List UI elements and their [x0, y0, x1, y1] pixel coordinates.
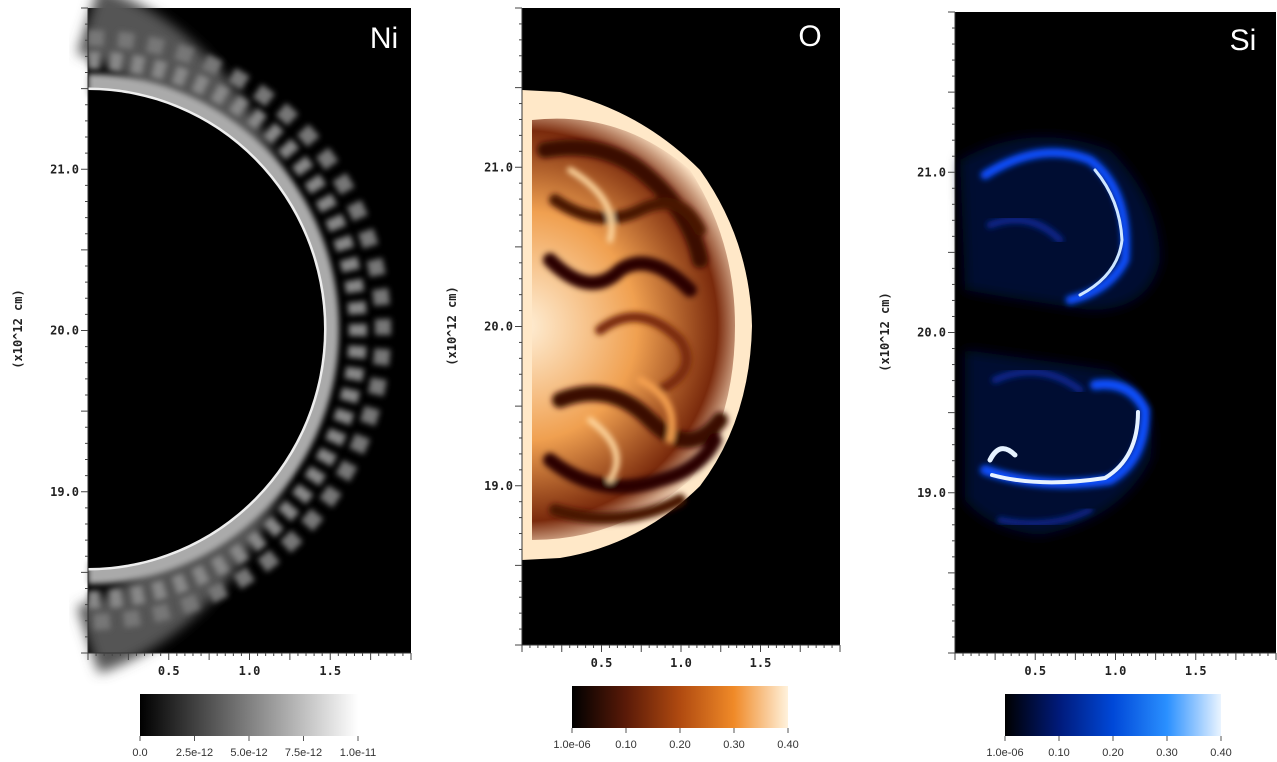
x-tick-label: 0.5: [591, 656, 613, 670]
y-tick-label: 20.0: [50, 324, 79, 338]
colorbar-tick-label: 7.5e-12: [285, 747, 322, 759]
x-axis-o: 0.5 1.0 1.5: [521, 644, 841, 670]
y-tick-label: 21.0: [484, 160, 513, 174]
o-field: [522, 90, 752, 560]
colorbar-tick-label: 1.0e-06: [553, 739, 590, 751]
colorbar-tick-label: 0.0: [132, 747, 147, 759]
y-tick-label: 19.0: [917, 486, 946, 500]
y-axis-o: 21.0 20.0 19.0: [484, 7, 523, 646]
y-tick-label: 19.0: [50, 485, 79, 499]
panel-title-si: Si: [1230, 24, 1257, 57]
x-tick-label: 1.5: [750, 656, 772, 670]
colorbar-o: [572, 686, 788, 728]
y-axis-title-o: (x10^12 cm): [445, 286, 459, 365]
colorbar-labels-o: 1.0e-06 0.10 0.20 0.30 0.40: [553, 728, 799, 751]
y-tick-label: 21.0: [917, 165, 946, 179]
colorbar-tick-label: 0.10: [615, 739, 636, 751]
colorbar-tick-label: 0.20: [1102, 747, 1123, 759]
colorbar-tick-label: 0.30: [723, 739, 744, 751]
colorbar-tick-label: 0.20: [669, 739, 690, 751]
panel-title-o: O: [798, 20, 821, 53]
x-tick-label: 1.0: [1105, 664, 1127, 678]
y-axis-title-ni: (x10^12 cm): [11, 289, 25, 368]
y-tick-label: 20.0: [484, 320, 513, 334]
panel-title-ni: Ni: [370, 22, 398, 55]
x-tick-label: 1.5: [1185, 664, 1207, 678]
colorbar-tick-label: 0.30: [1156, 747, 1177, 759]
plot-area-si: [955, 12, 1276, 653]
x-axis-si: 0.5 1.0 1.5: [954, 652, 1277, 678]
colorbar-tick-label: 0.40: [777, 739, 798, 751]
panel-si: Si 21.0 20.0 19.0 0.5 1.0 1.5 (x10^12 cm) 1.…: [878, 11, 1277, 759]
panel-o: O 21.0 20.0 19.0 0.5 1.0 1.5 (x10^12 cm) 1.0…: [445, 7, 841, 751]
colorbar-tick-label: 1.0e-06: [986, 747, 1023, 759]
colorbar-si: [1005, 694, 1221, 736]
x-tick-label: 0.5: [158, 664, 180, 678]
y-axis-title-si: (x10^12 cm): [878, 292, 892, 371]
x-tick-label: 1.5: [319, 664, 341, 678]
colorbar-labels-ni: 0.0 2.5e-12 5.0e-12 7.5e-12 1.0e-11: [132, 736, 376, 759]
colorbar-tick-label: 2.5e-12: [176, 747, 213, 759]
colorbar-ni: [140, 694, 358, 736]
colorbar-tick-label: 0.10: [1048, 747, 1069, 759]
x-tick-label: 0.5: [1024, 664, 1046, 678]
colorbar-labels-si: 1.0e-06 0.10 0.20 0.30 0.40: [986, 736, 1232, 759]
y-tick-label: 19.0: [484, 479, 513, 493]
si-field: [960, 137, 1160, 535]
x-tick-label: 1.0: [670, 656, 692, 670]
y-axis-ni: 21.0 20.0 19.0: [50, 7, 89, 654]
ni-shell: [76, 0, 391, 674]
x-tick-label: 1.0: [239, 664, 261, 678]
colorbar-tick-label: 0.40: [1210, 747, 1231, 759]
y-axis-si: 21.0 20.0 19.0: [917, 11, 956, 654]
colorbar-tick-label: 1.0e-11: [340, 747, 377, 759]
y-tick-label: 21.0: [50, 162, 79, 176]
panel-ni: Ni 21.0 20.0 19.0 0.5 1.0 1.5 (x10^12 cm) 0.…: [11, 0, 412, 759]
y-tick-label: 20.0: [917, 326, 946, 340]
colorbar-tick-label: 5.0e-12: [230, 747, 267, 759]
x-axis-ni: 0.5 1.0 1.5: [87, 652, 412, 678]
